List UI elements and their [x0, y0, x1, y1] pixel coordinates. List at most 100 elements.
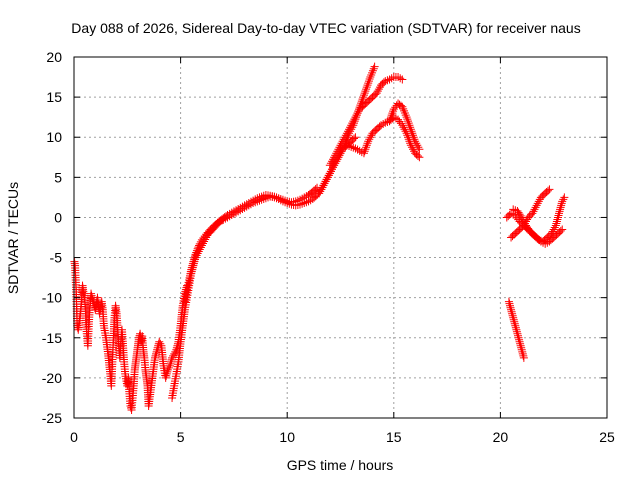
data-point [350, 115, 359, 124]
data-point [322, 175, 331, 184]
data-point [524, 224, 533, 233]
data-point [343, 127, 352, 136]
data-point [152, 347, 161, 356]
data-point [529, 207, 538, 216]
data-point [516, 341, 525, 350]
data-point [349, 117, 358, 126]
data-point [548, 227, 557, 236]
data-points [70, 62, 569, 414]
data-point [238, 202, 247, 211]
data-point [349, 143, 358, 152]
y-axis-label: SDTVAR / TECUs [5, 182, 21, 294]
data-point [550, 223, 559, 232]
data-point [161, 373, 170, 382]
data-point [362, 141, 371, 150]
data-point [400, 108, 409, 117]
data-point [414, 143, 423, 152]
data-point [413, 151, 422, 160]
data-point [553, 213, 562, 222]
data-point [404, 119, 413, 128]
data-point [532, 201, 541, 210]
data-point [560, 193, 569, 202]
data-point [373, 87, 382, 96]
data-point [556, 226, 565, 235]
data-point [189, 257, 198, 266]
data-point [507, 307, 516, 316]
data-point [351, 113, 360, 122]
data-point [533, 199, 542, 208]
data-point [381, 118, 390, 127]
data-point [358, 95, 367, 104]
data-point [402, 113, 411, 122]
data-point [337, 139, 346, 148]
data-point [362, 143, 371, 152]
data-point [512, 325, 521, 334]
data-point [408, 131, 417, 140]
data-point [251, 195, 260, 204]
data-point [317, 185, 326, 194]
data-point [555, 207, 564, 216]
data-point [333, 147, 342, 156]
data-point [345, 142, 354, 151]
data-point [232, 206, 241, 215]
data-point [386, 113, 395, 122]
data-point [151, 351, 160, 360]
data-point [270, 192, 279, 201]
data-point [151, 353, 160, 362]
data-point [505, 301, 514, 310]
data-point [190, 253, 199, 262]
data-point [366, 133, 375, 142]
data-point [350, 134, 359, 143]
data-point [164, 363, 173, 372]
data-point [169, 351, 178, 360]
data-point [291, 197, 300, 206]
data-point [528, 209, 537, 218]
data-point [319, 181, 328, 190]
data-point [401, 111, 410, 120]
y-tick-label: -5 [50, 250, 63, 266]
data-point [555, 209, 564, 218]
x-tick-label: 15 [386, 429, 402, 445]
data-point [87, 289, 96, 298]
data-point [194, 243, 203, 252]
data-point [415, 145, 424, 154]
data-point [244, 199, 253, 208]
data-point [315, 189, 324, 198]
data-point [518, 215, 527, 224]
data-point [368, 68, 377, 77]
data-point [530, 205, 539, 214]
data-point [377, 121, 386, 130]
data-point [398, 121, 407, 130]
data-point [320, 179, 329, 188]
y-tick-label: 5 [54, 169, 62, 185]
data-point [365, 75, 374, 84]
data-point [326, 159, 335, 168]
data-point [87, 291, 96, 300]
data-point [360, 147, 369, 156]
data-point [505, 299, 514, 308]
data-point [406, 125, 415, 134]
data-point [547, 229, 556, 238]
data-point [385, 117, 394, 126]
data-point [236, 203, 245, 212]
data-point [229, 207, 238, 216]
data-point [553, 215, 562, 224]
x-axis-label: GPS time / hours [287, 457, 394, 473]
data-point [361, 87, 370, 96]
data-point [342, 141, 351, 150]
data-point [193, 244, 202, 253]
data-point [334, 145, 343, 154]
data-point [398, 102, 407, 111]
data-point [321, 177, 330, 186]
data-point [330, 153, 339, 162]
data-point [325, 161, 334, 170]
data-point [372, 89, 381, 98]
data-point [340, 133, 349, 142]
data-point [191, 250, 200, 259]
data-point [318, 183, 327, 192]
data-point [389, 107, 398, 116]
data-point [554, 211, 563, 220]
data-point [558, 197, 567, 206]
data-point [274, 194, 283, 203]
